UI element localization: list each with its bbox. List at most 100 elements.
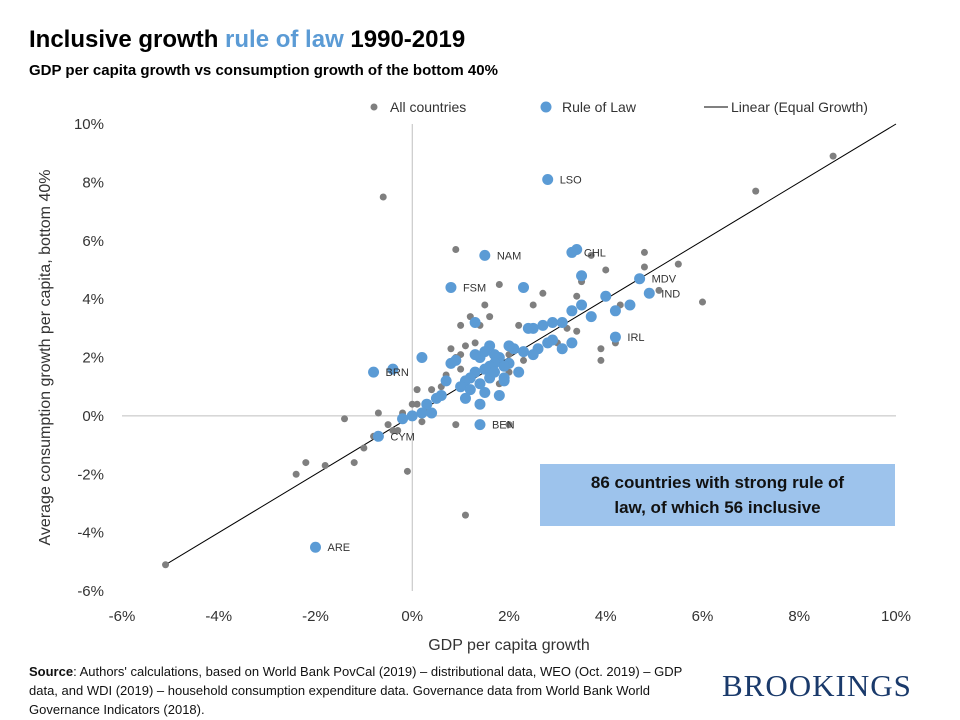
rule-of-law-point (537, 319, 549, 331)
rule-of-law-point (566, 305, 578, 317)
all-countries-point (162, 561, 170, 569)
x-tick-label: 2% (498, 608, 520, 625)
all-countries-point (452, 246, 460, 254)
all-countries-point (597, 356, 605, 364)
all-countries-point (481, 301, 489, 309)
rule-of-law-point (416, 407, 428, 419)
rule-of-law-point (585, 311, 597, 323)
y-tick-label: 4% (82, 291, 104, 308)
brookings-logo: BROOKINGS (722, 668, 912, 703)
rule-of-law-point (493, 389, 505, 401)
rule-of-law-point (397, 413, 409, 425)
x-tick-label: -6% (109, 608, 136, 625)
rule-of-law-point (527, 349, 539, 361)
rule-of-law-point (609, 305, 621, 317)
point-label-fsm: FSM (463, 282, 486, 294)
chart-title: Inclusive growth rule of law 1990-2019 (29, 26, 465, 54)
all-countries-point (360, 444, 368, 452)
rule-of-law-point (479, 249, 491, 261)
rule-of-law-point (576, 299, 588, 311)
legend-label-all: All countries (390, 99, 466, 115)
rule-of-law-point (576, 270, 588, 282)
x-tick-label: 10% (881, 608, 911, 625)
all-countries-point (379, 193, 387, 201)
point-label-are: ARE (328, 542, 351, 554)
all-countries-point (699, 298, 706, 306)
source-label: Source (29, 664, 74, 679)
x-tick-label: 0% (401, 608, 423, 625)
rule-of-law-point (459, 392, 471, 404)
rule-of-law-point (518, 281, 530, 293)
all-countries-point (515, 321, 523, 329)
all-countries-point (302, 459, 310, 467)
all-countries-point (321, 461, 329, 469)
callout-line-2: law, of which 56 inclusive (614, 498, 821, 517)
rule-of-law-point (542, 173, 554, 185)
equal-growth-line (165, 123, 897, 566)
all-countries-point (602, 266, 610, 274)
y-tick-label: -2% (77, 466, 104, 483)
all-countries-point (655, 286, 663, 294)
all-countries-point (457, 321, 465, 329)
x-tick-label: 6% (692, 608, 714, 625)
y-tick-label: 2% (82, 350, 104, 367)
all-countries-point (384, 421, 392, 429)
axes: -6% -4% -2% 0% 2% 4% 6% 8% 10% -6% -4% -2% 0% 2% 4% 6% 8… (37, 116, 911, 654)
title-accent: rule of law (225, 26, 344, 53)
rule-of-law-point (445, 281, 457, 293)
all-countries-point (389, 426, 397, 434)
point-label-cym: CYM (390, 431, 414, 443)
all-countries-point (374, 409, 382, 417)
rule-of-law-point (440, 375, 452, 387)
rule-of-law-point (421, 398, 433, 410)
all-countries-point (418, 418, 426, 426)
rule-of-law-point (368, 366, 380, 378)
rule-of-law-point (426, 407, 438, 419)
rule-of-law-point (479, 387, 491, 399)
all-countries-point (829, 152, 837, 160)
x-tick-label: 4% (595, 608, 617, 625)
rule-of-law-point (498, 372, 510, 384)
all-countries-point (461, 511, 469, 519)
point-label-irl: IRL (627, 332, 644, 344)
point-label-chl: CHL (584, 247, 606, 259)
title-end: 1990-2019 (350, 26, 466, 53)
all-countries-point (597, 345, 605, 353)
rule-of-law-point (566, 337, 578, 349)
all-countries-point (394, 426, 402, 434)
all-countries-point (505, 421, 513, 429)
rule-of-law-point (416, 352, 428, 363)
callout-box: 86 countries with strong rule of law, of… (540, 464, 895, 526)
legend-label-line: Linear (Equal Growth) (731, 99, 868, 115)
all-countries-point (520, 356, 528, 364)
point-label-ben: BEN (492, 420, 515, 432)
all-countries-point (486, 313, 494, 321)
rule-of-law-point (566, 246, 578, 258)
rule-of-law-point (556, 316, 568, 328)
all-countries-point (447, 345, 455, 353)
point-label-lso: LSO (560, 174, 582, 186)
rule-of-law-point (609, 331, 621, 343)
rule-of-law-point (643, 287, 655, 299)
y-tick-label: 6% (82, 233, 104, 250)
rule-of-law-point (474, 398, 486, 410)
source-text: : Authors' calculations, based on World … (29, 664, 683, 717)
y-tick-label: 0% (82, 408, 104, 425)
all-countries-point (457, 365, 465, 373)
plot-area: LSO NAM CHL FSM MDV IND IRL BRN CYM BEN ARE (162, 123, 897, 569)
rule-of-law-point (474, 378, 486, 390)
rule-of-law-point (513, 366, 525, 378)
rule-of-law-point (488, 349, 500, 361)
point-label-nam: NAM (497, 250, 521, 262)
all-countries-point (587, 251, 595, 259)
all-countries-point (573, 327, 581, 335)
all-countries-point (640, 263, 648, 271)
all-countries-point (674, 260, 682, 268)
rule-of-law-point (464, 384, 476, 396)
rule-of-law-point (547, 316, 559, 328)
callout-line-1: 86 countries with strong rule of (590, 473, 845, 492)
legend: All countries Rule of Law Linear (Equal Gr… (370, 99, 868, 115)
rule-of-law-point (518, 346, 530, 358)
x-tick-label: -4% (205, 608, 232, 625)
